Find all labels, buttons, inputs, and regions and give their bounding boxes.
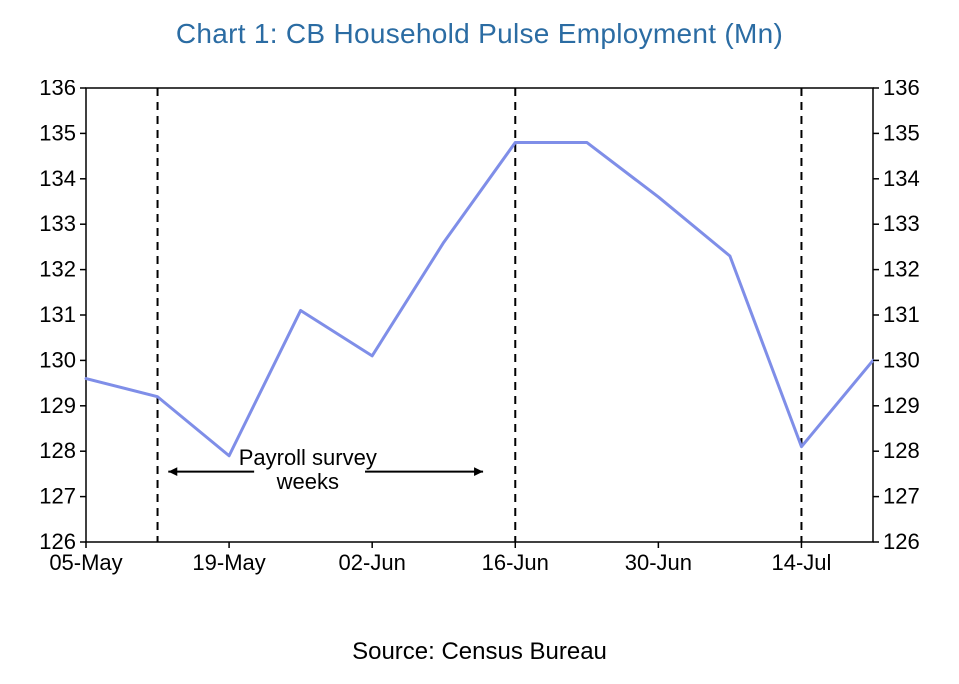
- annotation-arrowhead: [168, 467, 177, 476]
- ytick-left-label: 132: [39, 257, 76, 282]
- chart-container: Chart 1: CB Household Pulse Employment (…: [0, 0, 959, 684]
- ytick-left-label: 131: [39, 302, 76, 327]
- axes-box: [86, 88, 873, 542]
- xtick-label: 14-Jul: [771, 550, 831, 575]
- ytick-right-label: 127: [883, 484, 920, 509]
- ytick-right-label: 129: [883, 393, 920, 418]
- ytick-left-label: 127: [39, 484, 76, 509]
- xtick-label: 16-Jun: [482, 550, 549, 575]
- ytick-right-label: 131: [883, 302, 920, 327]
- ytick-right-label: 128: [883, 438, 920, 463]
- ytick-left-label: 130: [39, 347, 76, 372]
- xtick-label: 30-Jun: [625, 550, 692, 575]
- ytick-right-label: 134: [883, 166, 920, 191]
- annotation-arrowhead: [474, 467, 483, 476]
- ytick-right-label: 126: [883, 529, 920, 554]
- chart-source: Source: Census Bureau: [0, 638, 959, 666]
- ytick-left-label: 128: [39, 438, 76, 463]
- annotation-label: Payroll survey: [239, 445, 377, 470]
- chart-title: Chart 1: CB Household Pulse Employment (…: [0, 18, 959, 50]
- ytick-right-label: 130: [883, 347, 920, 372]
- ytick-right-label: 132: [883, 257, 920, 282]
- ytick-right-label: 136: [883, 80, 920, 100]
- chart-plot: Payroll surveyweeks 126 127 128 129 130 131 13…: [30, 80, 929, 600]
- xtick-label: 02-Jun: [339, 550, 406, 575]
- ytick-right-label: 133: [883, 211, 920, 236]
- ytick-left-label: 136: [39, 80, 76, 100]
- annotation-label: weeks: [276, 469, 339, 494]
- ytick-left-label: 135: [39, 120, 76, 145]
- xtick-label: 05-May: [49, 550, 122, 575]
- ytick-left-label: 133: [39, 211, 76, 236]
- ytick-left-label: 134: [39, 166, 76, 191]
- ytick-right-label: 135: [883, 120, 920, 145]
- employment-line: [86, 142, 873, 455]
- xtick-label: 19-May: [192, 550, 265, 575]
- ytick-left-label: 129: [39, 393, 76, 418]
